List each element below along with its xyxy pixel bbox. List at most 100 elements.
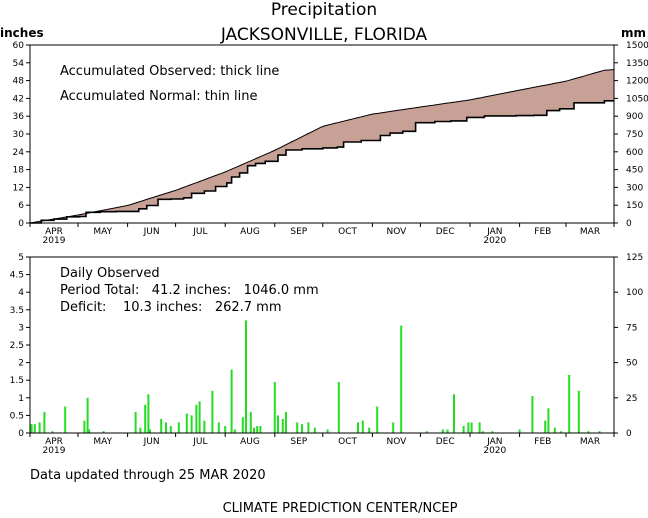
deficit-text: Deficit: 10.3 inches: 262.7 mm xyxy=(60,300,282,315)
left-tick-label: 60 xyxy=(13,41,25,51)
right-tick-label: 450 xyxy=(626,166,643,176)
right-tick-label: 150 xyxy=(626,201,643,211)
daily-bar xyxy=(273,382,276,433)
daily-bar xyxy=(86,397,89,433)
daily-bar xyxy=(491,431,494,433)
left-tick-label: 12 xyxy=(13,183,24,193)
daily-bar xyxy=(64,406,67,433)
left-tick-label: 36 xyxy=(13,112,25,122)
daily-bar xyxy=(253,427,255,433)
daily-bar xyxy=(470,422,473,433)
daily-bar xyxy=(568,374,571,433)
right-tick-label: 0 xyxy=(626,219,632,229)
month-label: APR xyxy=(45,227,63,237)
normal-line xyxy=(29,69,615,224)
daily-bar xyxy=(256,426,259,433)
daily-bar xyxy=(313,427,316,433)
period-total-text: Period Total: 41.2 inches: 1046.0 mm xyxy=(60,283,319,298)
daily-bar xyxy=(337,382,340,433)
right-tick-label: 50 xyxy=(626,359,638,369)
month-label: JUL xyxy=(192,227,207,237)
left-tick-label: 4 xyxy=(18,288,24,298)
daily-bar xyxy=(233,429,236,433)
month-label: NOV xyxy=(386,437,407,447)
observed-line xyxy=(30,100,614,224)
right-unit-label: mm xyxy=(621,26,646,40)
right-tick-label: 0 xyxy=(626,429,632,439)
daily-bar xyxy=(281,418,284,433)
right-tick-label: 25 xyxy=(626,394,637,404)
daily-bar xyxy=(462,426,465,433)
month-label: JUL xyxy=(192,437,207,447)
daily-bar xyxy=(285,411,287,433)
daily-bar xyxy=(102,431,105,433)
left-tick-label: 2 xyxy=(18,359,24,369)
daily-bar xyxy=(245,320,247,433)
daily-bar xyxy=(357,422,359,433)
daily-bar xyxy=(259,426,262,433)
right-tick-label: 75 xyxy=(626,323,637,333)
daily-bar xyxy=(560,431,563,433)
month-label: MAR xyxy=(580,227,600,237)
month-label: AUG xyxy=(240,227,260,237)
daily-bar xyxy=(134,411,137,433)
daily-bar xyxy=(190,415,193,433)
daily-bar xyxy=(553,427,556,433)
daily-bars xyxy=(30,320,601,433)
daily-bar xyxy=(217,422,220,433)
year-label: 2019 xyxy=(43,236,66,246)
month-label: DEC xyxy=(436,227,455,237)
daily-bar xyxy=(241,417,244,433)
daily-bar xyxy=(446,429,449,433)
daily-bar xyxy=(425,431,428,433)
daily-observed-label: Daily Observed xyxy=(60,266,160,281)
right-tick-label: 1200 xyxy=(626,77,648,87)
left-tick-label: 3 xyxy=(18,323,24,333)
left-tick-label: 4.5 xyxy=(10,271,24,281)
daily-bar xyxy=(160,418,163,433)
left-tick-label: 24 xyxy=(13,148,25,158)
month-label: JUN xyxy=(143,227,160,237)
daily-bar xyxy=(149,429,151,433)
left-tick-label: 54 xyxy=(13,59,25,69)
data-updated-note: Data updated through 25 MAR 2020 xyxy=(30,468,266,483)
daily-bar xyxy=(33,424,36,433)
month-label: SEP xyxy=(290,227,307,237)
daily-bar xyxy=(368,427,371,433)
month-label: FEB xyxy=(534,227,551,237)
daily-bar xyxy=(211,390,214,433)
daily-bar xyxy=(144,404,147,433)
left-tick-label: 2.5 xyxy=(10,341,24,351)
daily-bar xyxy=(577,390,580,433)
month-label: JAN xyxy=(486,437,502,447)
left-tick-label: 6 xyxy=(18,201,24,211)
daily-bar xyxy=(481,431,484,433)
daily-bar xyxy=(361,420,364,433)
daily-bar xyxy=(326,429,329,433)
month-label: OCT xyxy=(338,437,357,447)
right-tick-label: 125 xyxy=(626,253,643,263)
month-label: MAY xyxy=(93,437,112,447)
month-label: MAY xyxy=(93,227,112,237)
month-label: MAR xyxy=(580,437,600,447)
daily-bar xyxy=(518,429,521,433)
left-tick-label: 0 xyxy=(18,219,24,229)
daily-bar xyxy=(467,422,470,433)
left-unit-label: inches xyxy=(0,26,44,40)
deficit-area xyxy=(30,69,614,223)
deficit-fill xyxy=(30,69,614,223)
daily-bar xyxy=(88,429,91,433)
daily-bar xyxy=(392,422,395,433)
daily-bar xyxy=(277,415,279,433)
left-tick-label: 42 xyxy=(13,94,24,104)
daily-bar xyxy=(198,401,201,433)
daily-bar xyxy=(224,426,227,433)
right-tick-label: 1350 xyxy=(626,59,648,69)
daily-bar xyxy=(249,411,252,433)
right-tick-label: 300 xyxy=(626,183,643,193)
daily-bar xyxy=(598,431,601,433)
daily-bar xyxy=(51,431,54,433)
normal-legend-note: Accumulated Normal: thin line xyxy=(60,89,258,104)
month-label: FEB xyxy=(534,437,551,447)
